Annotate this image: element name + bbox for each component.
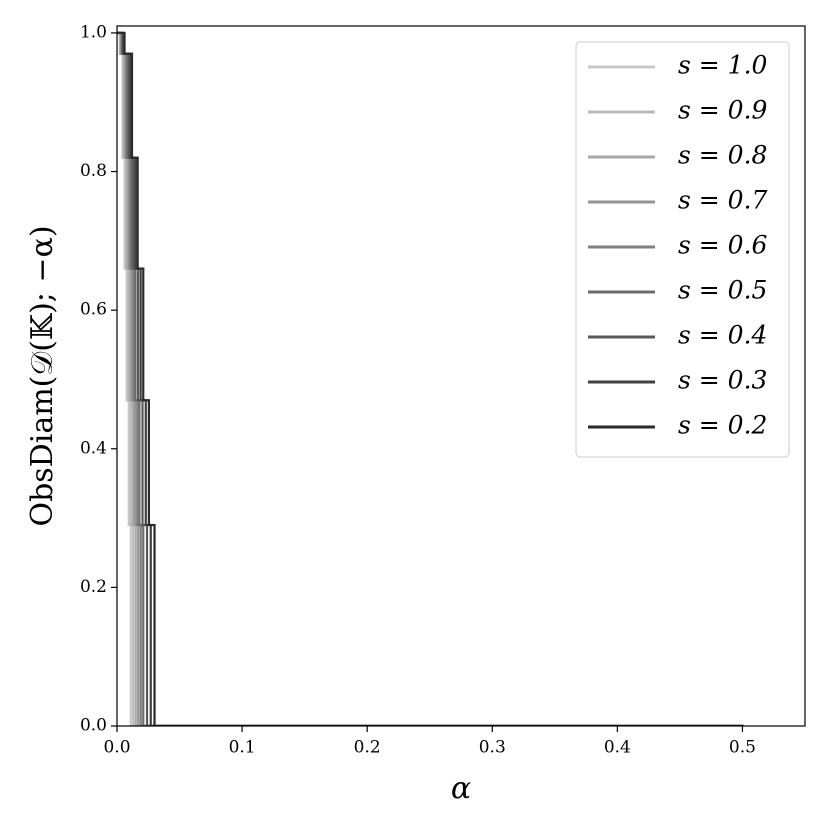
- x-tick-label: 0.3: [479, 738, 506, 758]
- legend-label: s = 0.2: [678, 411, 767, 440]
- legend-label: s = 1.0: [678, 51, 768, 80]
- x-axis-label: α: [451, 771, 471, 806]
- y-tick-label: 0.6: [80, 300, 107, 320]
- plot-frame: [116, 25, 806, 727]
- y-tick-label: 0.4: [80, 438, 107, 458]
- legend-label: s = 0.4: [678, 321, 767, 350]
- x-tick-label: 0.2: [354, 738, 381, 758]
- x-tick-label: 0.5: [729, 738, 756, 758]
- x-tick-label: 0.1: [229, 738, 256, 758]
- y-tick-label: 0.0: [80, 716, 107, 736]
- legend-label: s = 0.3: [678, 366, 767, 395]
- y-tick-label: 1.0: [80, 22, 107, 42]
- y-axis-label: ObsDiam(𝒟(𝕂); −α): [25, 225, 60, 526]
- x-tick-label: 0.4: [604, 738, 631, 758]
- y-tick-label: 0.8: [80, 161, 107, 181]
- legend-box: [575, 41, 790, 458]
- series: [117, 31, 744, 726]
- y-tick-label: 0.2: [80, 577, 107, 597]
- x-tick-label: 0.0: [103, 738, 130, 758]
- legend-label: s = 0.8: [678, 141, 767, 170]
- legend-label: s = 0.9: [678, 96, 768, 125]
- series: [117, 31, 744, 726]
- legend-label: s = 0.6: [678, 231, 768, 260]
- legend-label: s = 0.7: [678, 186, 768, 215]
- legend-label: s = 0.5: [678, 276, 767, 305]
- plot-area: [117, 31, 744, 726]
